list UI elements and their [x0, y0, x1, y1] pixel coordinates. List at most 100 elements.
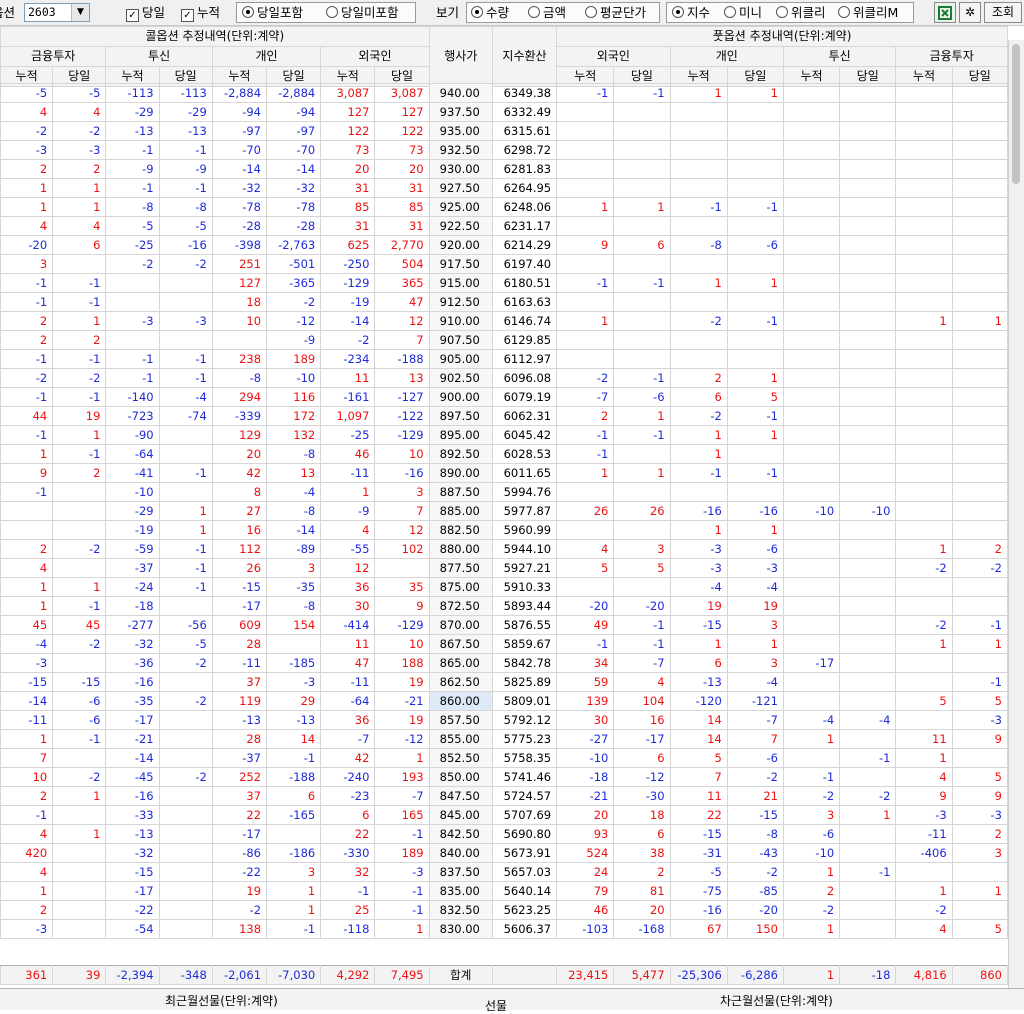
grid-cell	[951, 577, 1009, 597]
radio-exclude-today[interactable]: 당일미포함	[326, 0, 399, 26]
grid-cell: -3	[895, 805, 953, 825]
table-row[interactable]: 3 -2 -2 251 -501 -250 504 917.50 6197.40	[0, 254, 1009, 274]
radio-weekly[interactable]: 위클리	[776, 0, 826, 26]
table-row[interactable]: 45 45 -277 -56 609 154 -414 -129 870.00 5876.55 49…	[0, 615, 1009, 635]
table-row[interactable]: 1 -1 -21 28 14 -7 -12 855.00 5775.23 -27 -17 14 7 1 11…	[0, 729, 1009, 749]
cumul-checkbox[interactable]: ✓ 누적	[181, 0, 220, 26]
table-row[interactable]: -2 -2 -13 -13 -97 -97 122 122 935.00 6315.61	[0, 121, 1009, 141]
table-row[interactable]: 4 -37 -1 26 3 12 877.50 5927.21 5 5 -3 -3 -2 -2	[0, 558, 1009, 578]
grid-cell: -2	[782, 900, 841, 920]
grid-cell: 625	[320, 235, 376, 255]
table-row[interactable]: 2 1 -3 -3 10 -12 -14 12 910.00 6146.74 1 -2 -1 1 1	[0, 311, 1009, 331]
table-row[interactable]: 2 2 -9 -9 -14 -14 20 20 930.00 6281.83	[0, 159, 1009, 179]
grid-cell: -129	[374, 425, 430, 445]
grid-cell: -129	[320, 273, 376, 293]
grid-cell: 19	[726, 596, 785, 616]
grid-cell: 44	[0, 406, 54, 426]
grid-cell: 2	[0, 900, 54, 920]
table-row[interactable]: 1 1 -1 -1 -32 -32 31 31 927.50 6264.95	[0, 178, 1009, 198]
grid-cell	[782, 672, 841, 692]
grid-cell: -2,884	[211, 83, 268, 103]
table-row[interactable]: 4 4 -5 -5 -28 -28 31 31 922.50 6231.17	[0, 216, 1009, 236]
table-row[interactable]: -1 -1 -1 -1 238 189 -234 -188 905.00 6112.97	[0, 349, 1009, 369]
index-conv-cell: 5960.99	[491, 520, 558, 540]
table-row[interactable]: 1 -1 -64 20 -8 46 10 892.50 6028.53 -1 1	[0, 444, 1009, 464]
grid-cell	[951, 482, 1009, 502]
table-row[interactable]: -5 -5 -113 -113 -2,884 -2,884 3,087 3,087 940.00…	[0, 83, 1009, 103]
table-row[interactable]: -19 1 16 -14 4 12 882.50 5960.99 1 1	[0, 520, 1009, 540]
table-row[interactable]: 1 -1 -18 -17 -8 30 9 872.50 5893.44 -20 -20 19 19	[0, 596, 1009, 616]
grid-cell: 45	[52, 615, 107, 635]
grid-cell: -1	[556, 425, 615, 445]
table-row[interactable]: -1 -1 127 -365 -129 365 915.00 6180.51 -1 -1 1 1	[0, 273, 1009, 293]
excel-export-button[interactable]	[934, 2, 956, 23]
table-row[interactable]: -3 -3 -1 -1 -70 -70 73 73 932.50 6298.72	[0, 140, 1009, 160]
grid-cell	[613, 216, 671, 236]
radio-view-qty[interactable]: 수량	[471, 0, 509, 26]
grid-cell: 127	[374, 102, 430, 122]
table-row[interactable]: 2 -22 -2 1 25 -1 832.50 5623.25 46 20 -16 -20 -2 -2	[0, 900, 1009, 920]
strike-header: 행사가	[428, 26, 493, 87]
table-row[interactable]: 7 -14 -37 -1 42 1 852.50 5758.35 -10 6 5 -6 -1 1	[0, 748, 1009, 768]
table-row[interactable]: 2 1 -16 37 6 -23 -7 847.50 5724.57 -21 -30 11 21 -2 -2…	[0, 786, 1009, 806]
table-row[interactable]: 2 2 -9 -2 7 907.50 6129.85	[0, 330, 1009, 350]
index-conv-cell: 5842.78	[491, 653, 558, 673]
grid-cell: 122	[320, 121, 376, 141]
index-conv-cell: 5657.03	[491, 862, 558, 882]
table-row[interactable]: -15 -15 -16 37 -3 -11 19 862.50 5825.89 59 4 -13 -4-…	[0, 672, 1009, 692]
table-row[interactable]: 4 -15 -22 3 32 -3 837.50 5657.03 24 2 -5 -2 1 -1	[0, 862, 1009, 882]
grid-cell: -2	[320, 330, 376, 350]
table-row[interactable]: 4 4 -29 -29 -94 -94 127 127 937.50 6332.49	[0, 102, 1009, 122]
radio-index[interactable]: 지수	[672, 0, 710, 26]
grid-cell: 1	[782, 919, 841, 939]
table-row[interactable]: -11 -6 -17 -13 -13 36 19 857.50 5792.12 30 16 14 -7-…	[0, 710, 1009, 730]
table-row[interactable]: -14 -6 -35 -2 119 29 -64 -21 860.00 5809.01 139 104…	[0, 691, 1009, 711]
radio-weekly-m[interactable]: 위클리M	[838, 0, 898, 26]
radio-include-today[interactable]: 당일포함	[242, 0, 303, 26]
grid-cell: 1	[158, 501, 213, 521]
table-row[interactable]: 10 -2 -45 -2 252 -188 -240 193 850.00 5741.46 -18-…	[0, 767, 1009, 787]
table-row[interactable]: 9 2 -41 -1 42 13 -11 -16 890.00 6011.65 1 1 -1 -1	[0, 463, 1009, 483]
table-row[interactable]: 420 -32 -86 -186 -330 189 840.00 5673.91 524 38 -3…	[0, 843, 1009, 863]
radio-mini[interactable]: 미니	[724, 0, 762, 26]
table-row[interactable]: 4 1 -13 -17 22 -1 842.50 5690.80 93 6 -15 -8 -6 -11 2	[0, 824, 1009, 844]
search-button[interactable]: 조회	[984, 2, 1022, 23]
next-month-futures-title: 차근월선물(단위:계약)	[720, 994, 833, 1008]
table-row[interactable]: -1 1 -90 129 132 -25 -129 895.00 6045.42 -1 -1 1 1	[0, 425, 1009, 445]
grid-cell: -122	[374, 406, 430, 426]
table-row[interactable]: -3 -36 -2 -11 -185 47 188 865.00 5842.78 34 -7 6 3 -1…	[0, 653, 1009, 673]
grid-cell: -16	[374, 463, 430, 483]
table-row[interactable]: -1 -33 22 -165 6 165 845.00 5707.69 20 18 22 -15 3 1-…	[0, 805, 1009, 825]
chevron-down-icon[interactable]: ▼	[71, 4, 89, 21]
grid-cell	[613, 254, 671, 274]
table-row[interactable]: -4 -2 -32 -5 28 11 10 867.50 5859.67 -1 -1 1 1 1 1	[0, 634, 1009, 654]
table-row[interactable]: -1 -1 18 -2 -19 47 912.50 6163.63	[0, 292, 1009, 312]
table-row[interactable]: 44 19 -723 -74 -339 172 1,097 -122 897.50 6062.31…	[0, 406, 1009, 426]
radio-view-avg[interactable]: 평균단가	[585, 0, 646, 26]
vertical-scrollbar[interactable]	[1008, 40, 1024, 988]
settings-button[interactable]: ✲	[959, 2, 981, 23]
scrollbar-thumb[interactable]	[1012, 44, 1020, 184]
radio-view-amount[interactable]: 금액	[528, 0, 566, 26]
table-row[interactable]: -1 -10 8 -4 1 3 887.50 5994.76	[0, 482, 1009, 502]
table-row[interactable]: -1 -1 -140 -4 294 116 -161 -127 900.00 6079.19 -7-…	[0, 387, 1009, 407]
table-row[interactable]: -2 -2 -1 -1 -8 -10 11 13 902.50 6096.08 -2 -1 2 1	[0, 368, 1009, 388]
strike-cell: 917.50	[428, 254, 493, 274]
option-month-select[interactable]: 2603 ▼	[24, 3, 90, 22]
table-row[interactable]: 1 -17 19 1 -1 -1 835.00 5640.14 79 81 -75 -85 2 1 1	[0, 881, 1009, 901]
table-row[interactable]: 1 1 -8 -8 -78 -78 85 85 925.00 6248.06 1 1 -1 -1	[0, 197, 1009, 217]
excel-icon	[938, 6, 952, 20]
grid-cell: -19	[105, 520, 160, 540]
table-row[interactable]: 1 1 -24 -1 -15 -35 36 35 875.00 5910.33 -4 -4	[0, 577, 1009, 597]
table-row[interactable]: -3 -54 138 -1 -118 1 830.00 5606.37 -103 -168 67 15…	[0, 919, 1009, 939]
grid-cell: 165	[374, 805, 430, 825]
table-row[interactable]: -20 6 -25 -16 -398 -2,763 625 2,770 920.00 6214.2…	[0, 235, 1009, 255]
table-row[interactable]: 2 -2 -59 -1 112 -89 -55 102 880.00 5944.10 4 3 -3 -6 1…	[0, 539, 1009, 559]
today-checkbox[interactable]: ✓ 당일	[126, 0, 165, 26]
grid-cell: 5	[726, 387, 785, 407]
table-row[interactable]: -29 1 27 -8 -9 7 885.00 5977.87 26 26 -16 -16 -10 -10	[0, 501, 1009, 521]
grid-cell	[613, 444, 671, 464]
grid-cell: 1	[669, 634, 728, 654]
strike-cell: 845.00	[428, 805, 493, 825]
grid-cell: 252	[211, 767, 268, 787]
